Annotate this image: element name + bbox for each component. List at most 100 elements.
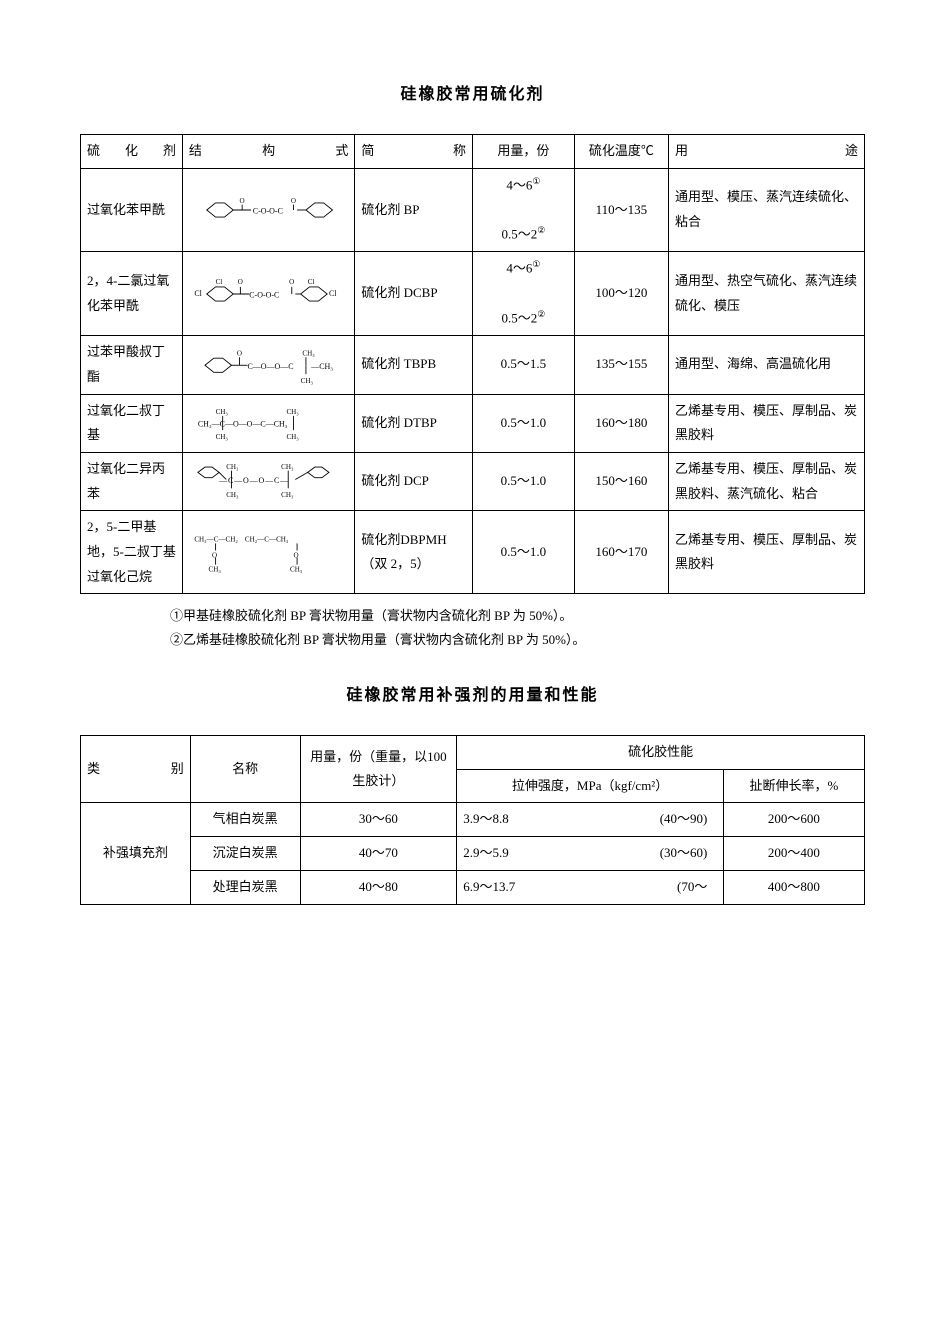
svg-text:Cl: Cl <box>308 278 315 286</box>
cell-abbr: 硫化剂 TBPB <box>355 336 473 394</box>
cell-agent: 过氧化二异丙苯 <box>81 452 183 510</box>
col-agent: 硫 化 剂 <box>81 135 183 169</box>
cell-dosage: 30～60 <box>300 803 457 837</box>
dosage-sup2: ② <box>537 309 545 319</box>
svg-text:Cl: Cl <box>194 289 202 298</box>
svg-text:CH₃: CH₃ <box>290 566 303 574</box>
cell-dosage: 0.5～1.0 <box>472 394 574 452</box>
cell-temp: 135～155 <box>574 336 668 394</box>
table-row: 过氧化二叔丁基 CH₃ CH₃ CH₃—C—O—O—C—CH₃ CH₃ CH₃ … <box>81 394 865 452</box>
svg-text:—CH₃: —CH₃ <box>310 361 333 370</box>
svg-text:CH₃: CH₃ <box>215 433 228 441</box>
svg-text:CH₃: CH₃ <box>208 566 221 574</box>
strength-mpa: 6.9～13.7 <box>463 875 602 900</box>
cell-use: 通用型、热空气硫化、蒸汽连续硫化、模压 <box>668 252 864 336</box>
table-row: 补强填充剂 气相白炭黑 30～60 3.9～8.8 (40～90) 200～60… <box>81 803 865 837</box>
strength-mpa: 2.9～5.9 <box>463 841 602 866</box>
col-temp: 硫化温度℃ <box>574 135 668 169</box>
structure-dbpmh-icon: CH₃—C—CH₂ CH₂—C—CH₃ O O CH₃ CH₃ <box>189 531 348 574</box>
table-row: 沉淀白炭黑 40～70 2.9～5.9 (30～60) 200～400 <box>81 837 865 871</box>
strength-kgf: (40～90) <box>606 807 707 832</box>
dosage-sup2: ② <box>537 225 545 235</box>
col-abbr: 简 称 <box>355 135 473 169</box>
table-row: 过氧化苯甲酰 O C-O-O-C O 硫化剂 BP 4～6① 0.5～2② 11… <box>81 168 865 252</box>
cell-elongation: 200～400 <box>723 837 864 871</box>
table-row: 2，4-二氯过氧化苯甲酰 Cl Cl O C-O-O-C O Cl Cl 硫化剂… <box>81 252 865 336</box>
cell-use: 通用型、海绵、高温硫化用 <box>668 336 864 394</box>
svg-text:O: O <box>238 278 243 286</box>
dosage-sup1: ① <box>532 176 540 186</box>
strength-kgf: (70～ <box>606 875 707 900</box>
cell-temp: 150～160 <box>574 452 668 510</box>
cell-name: 处理白炭黑 <box>190 870 300 904</box>
col-category: 类 别 <box>81 736 191 803</box>
title-vulcanizing-agents: 硅橡胶常用硫化剂 <box>80 80 865 104</box>
cell-dosage: 0.5～1.0 <box>472 511 574 594</box>
strength-mpa: 3.9～8.8 <box>463 807 602 832</box>
cell-name: 气相白炭黑 <box>190 803 300 837</box>
svg-text:CH₃—C—CH₂ CH₂—C—CH₃: CH₃—C—CH₂ CH₂—C—CH₃ <box>194 536 289 544</box>
col-name: 名称 <box>190 736 300 803</box>
svg-text:O: O <box>212 552 217 560</box>
svg-text:O: O <box>291 197 296 205</box>
svg-text:C-O-O-C: C-O-O-C <box>253 207 283 216</box>
cell-category: 补强填充剂 <box>81 803 191 904</box>
svg-text:O: O <box>293 552 298 560</box>
svg-text:CH₃: CH₃ <box>226 463 239 471</box>
cell-agent: 过氧化二叔丁基 <box>81 394 183 452</box>
cell-agent: 2，4-二氯过氧化苯甲酰 <box>81 252 183 336</box>
cell-strength: 6.9～13.7 (70～ <box>457 870 724 904</box>
cell-name: 沉淀白炭黑 <box>190 837 300 871</box>
dosage-sup1: ① <box>532 259 540 269</box>
col-elongation: 扯断伸长率，% <box>723 769 864 803</box>
svg-text:Cl: Cl <box>329 289 337 298</box>
svg-text:CH₃: CH₃ <box>226 491 239 499</box>
table-row: 过苯甲酸叔丁酯 O C—O—O—C CH₃ —CH₃ CH₃ 硫化剂 TBPB … <box>81 336 865 394</box>
svg-text:O: O <box>237 349 242 357</box>
table-row: 2，5-二甲基地，5-二叔丁基过氧化己烷 CH₃—C—CH₂ CH₂—C—CH₃… <box>81 511 865 594</box>
cell-dosage: 4～6① 0.5～2② <box>472 252 574 336</box>
cell-structure: CH₃—C—CH₂ CH₂—C—CH₃ O O CH₃ CH₃ <box>182 511 354 594</box>
cell-structure: O C—O—O—C CH₃ —CH₃ CH₃ <box>182 336 354 394</box>
svg-text:O: O <box>239 197 244 205</box>
svg-text:CH₃: CH₃ <box>281 463 294 471</box>
structure-bp-icon: O C-O-O-C O <box>189 190 348 230</box>
footnote-1: ①甲基硅橡胶硫化剂 BP 膏状物用量（膏状物内含硫化剂 BP 为 50%）。 <box>170 604 865 627</box>
svg-text:C—O—O—C: C—O—O—C <box>247 361 293 370</box>
cell-temp: 160～180 <box>574 394 668 452</box>
cell-elongation: 400～800 <box>723 870 864 904</box>
table-header-row: 类 别 名称 用量，份（重量，以100 生胶计） 硫化胶性能 <box>81 736 865 770</box>
cell-structure: CH₃ CH₃ —C—O—O—C— CH₃ CH₃ <box>182 452 354 510</box>
svg-text:—C—O—O—C—: —C—O—O—C— <box>218 476 289 485</box>
footnotes: ①甲基硅橡胶硫化剂 BP 膏状物用量（膏状物内含硫化剂 BP 为 50%）。 ②… <box>170 604 865 651</box>
svg-text:Cl: Cl <box>215 278 222 286</box>
cell-agent: 过苯甲酸叔丁酯 <box>81 336 183 394</box>
dosage-line1: 4～6 <box>506 177 532 192</box>
col-strength: 拉伸强度，MPa（kgf/cm²） <box>457 769 724 803</box>
cell-dosage: 0.5～1.5 <box>472 336 574 394</box>
structure-dcp-icon: CH₃ CH₃ —C—O—O—C— CH₃ CH₃ <box>189 460 348 503</box>
table-reinforcing-agents: 类 别 名称 用量，份（重量，以100 生胶计） 硫化胶性能 拉伸强度，MPa（… <box>80 735 865 904</box>
cell-use: 乙烯基专用、模压、厚制品、炭黑胶料、蒸汽硫化、粘合 <box>668 452 864 510</box>
col-structure: 结 构 式 <box>182 135 354 169</box>
structure-dtbp-icon: CH₃ CH₃ CH₃—C—O—O—C—CH₃ CH₃ CH₃ <box>189 403 348 443</box>
svg-text:C-O-O-C: C-O-O-C <box>249 290 279 299</box>
cell-use: 通用型、模压、蒸汽连续硫化、粘合 <box>668 168 864 252</box>
col-use: 用 途 <box>668 135 864 169</box>
svg-text:CH₃: CH₃ <box>286 433 299 441</box>
cell-dosage: 40～70 <box>300 837 457 871</box>
svg-text:CH₃—C—O—O—C—CH₃: CH₃—C—O—O—C—CH₃ <box>198 420 288 429</box>
svg-text:CH₃: CH₃ <box>301 377 314 385</box>
cell-structure: Cl Cl O C-O-O-C O Cl Cl <box>182 252 354 336</box>
structure-dcbp-icon: Cl Cl O C-O-O-C O Cl Cl <box>189 274 348 314</box>
cell-temp: 110～135 <box>574 168 668 252</box>
cell-structure: CH₃ CH₃ CH₃—C—O—O—C—CH₃ CH₃ CH₃ <box>182 394 354 452</box>
cell-abbr: 硫化剂DBPMH（双 2，5） <box>355 511 473 594</box>
svg-text:O: O <box>289 278 294 286</box>
cell-abbr: 硫化剂 BP <box>355 168 473 252</box>
cell-dosage: 4～6① 0.5～2② <box>472 168 574 252</box>
cell-elongation: 200～600 <box>723 803 864 837</box>
title-reinforcing-agents: 硅橡胶常用补强剂的用量和性能 <box>80 681 865 705</box>
cell-agent: 过氧化苯甲酰 <box>81 168 183 252</box>
cell-strength: 3.9～8.8 (40～90) <box>457 803 724 837</box>
